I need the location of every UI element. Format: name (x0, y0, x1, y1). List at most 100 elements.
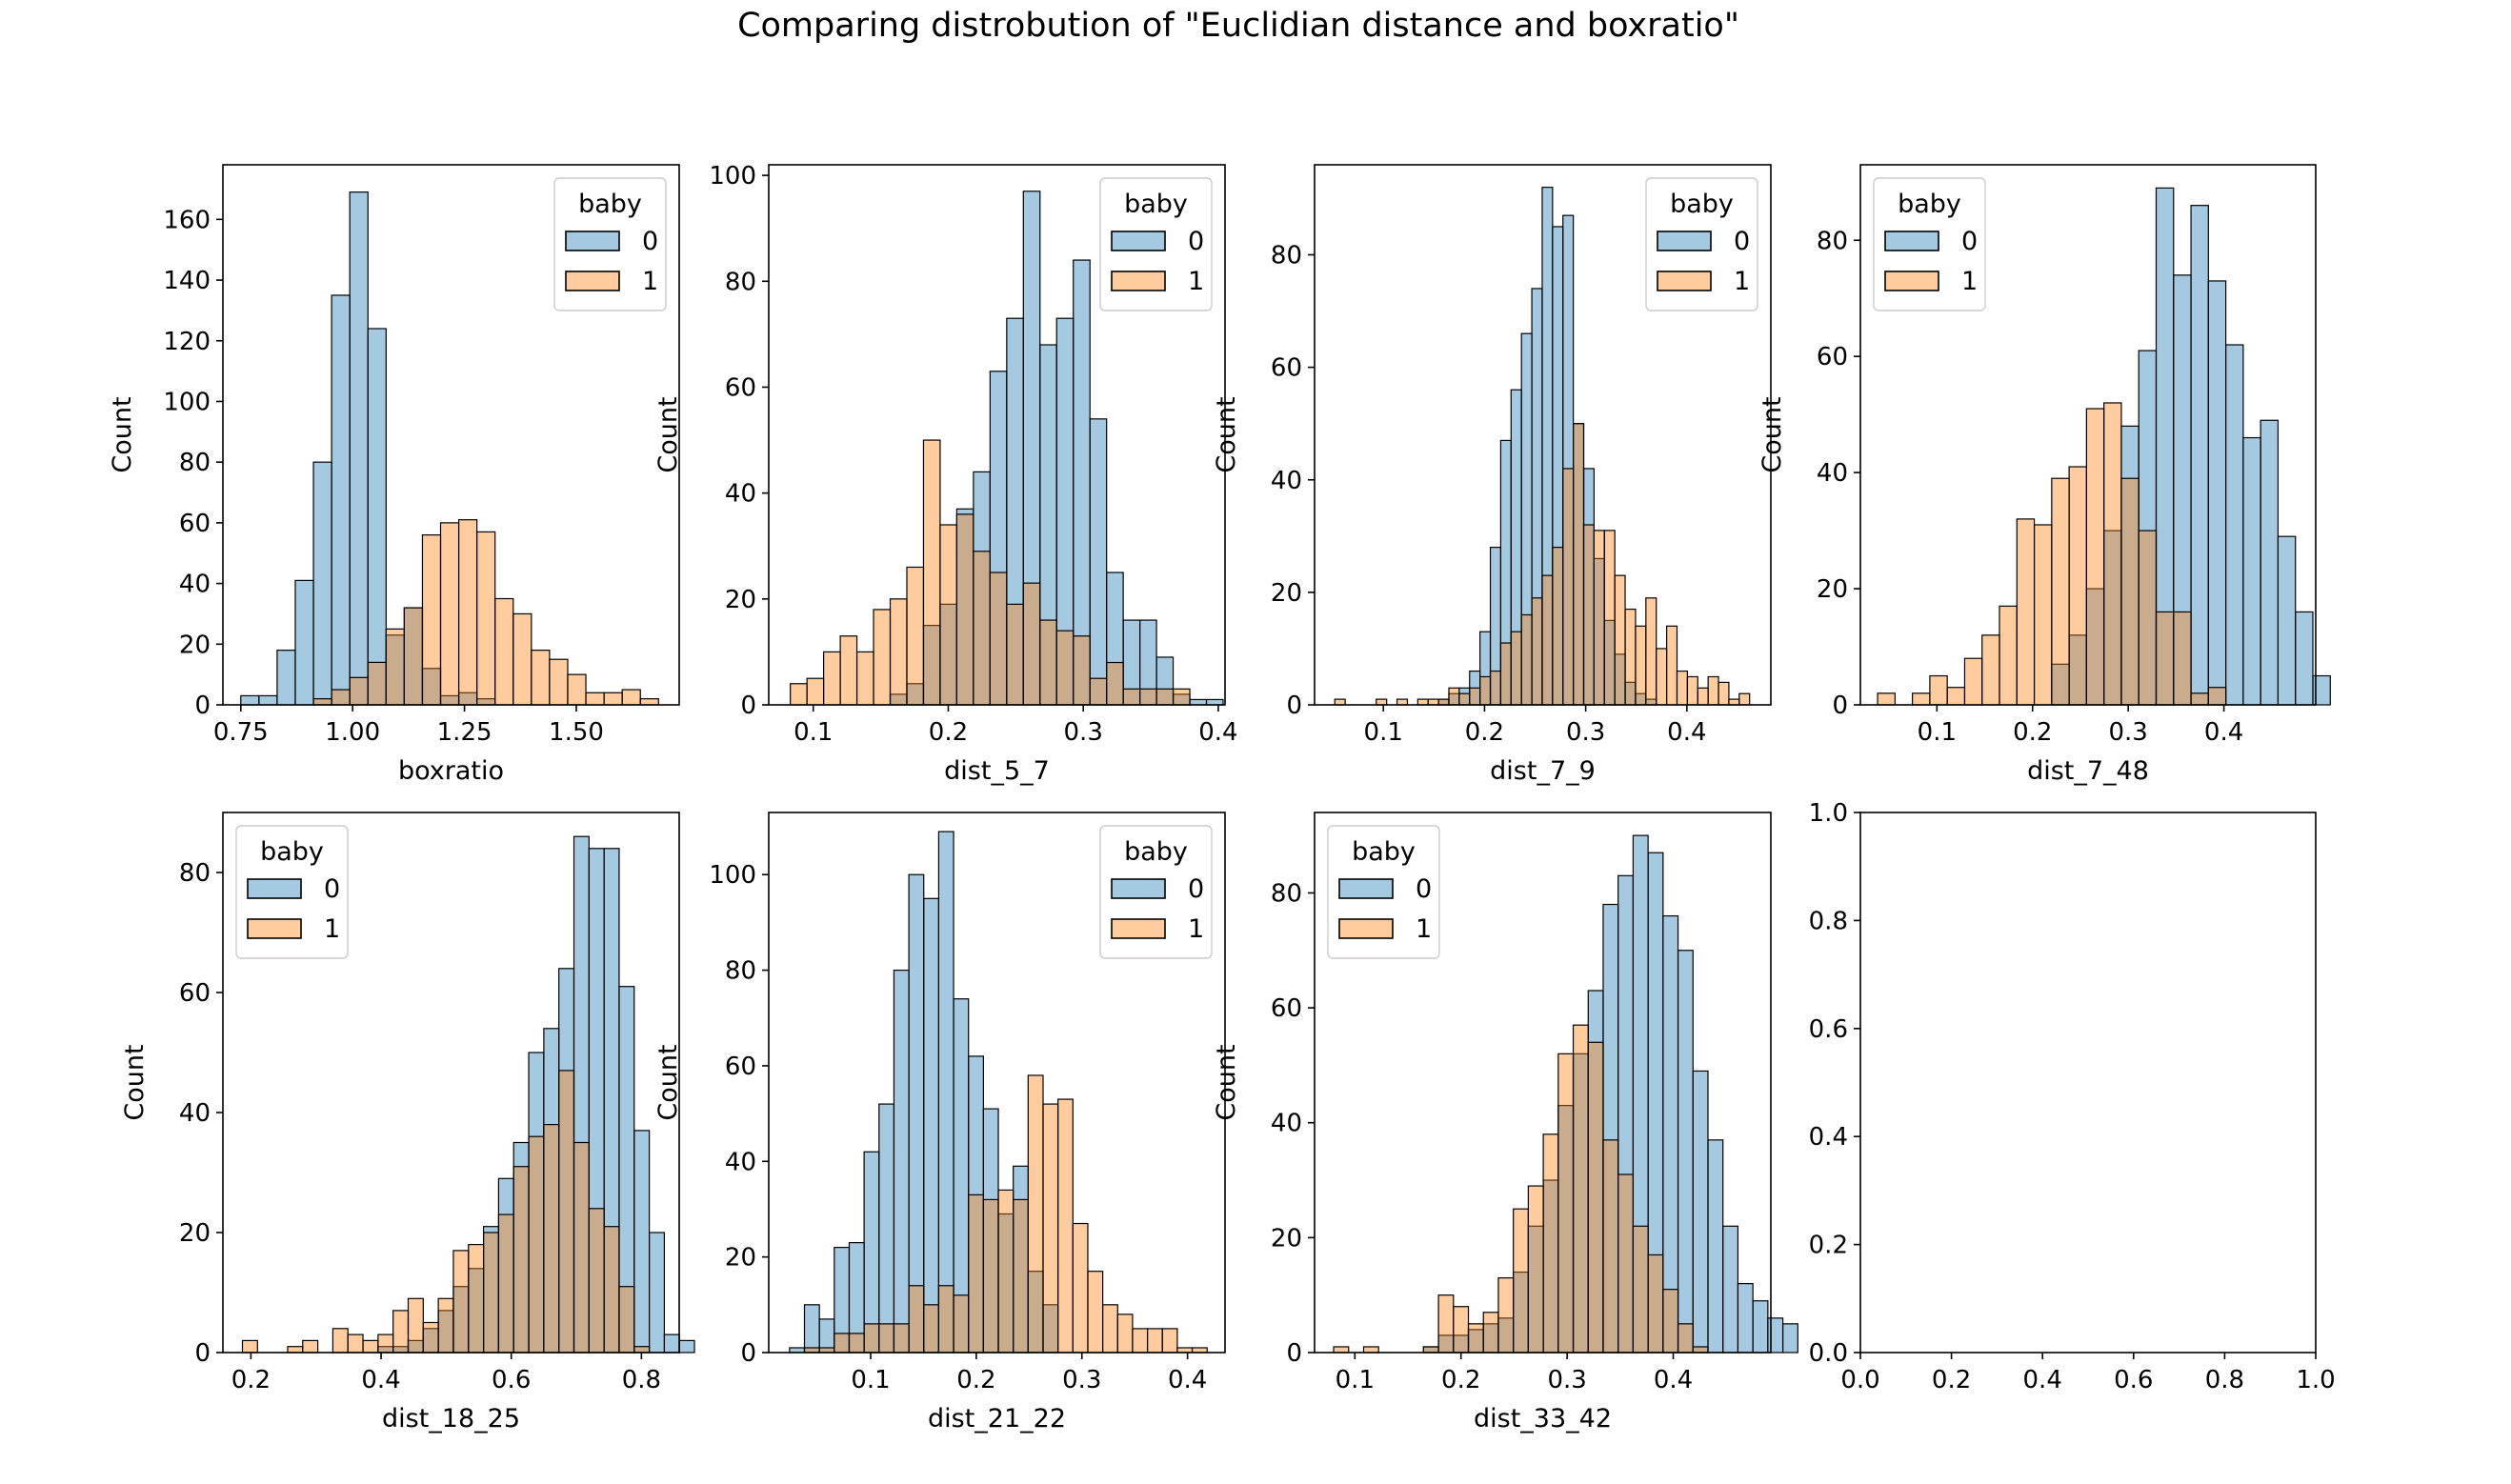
y-tick-label: 40 (179, 571, 211, 599)
histogram-bar-series-1 (457, 519, 478, 706)
legend-label-1: 1 (1188, 267, 1204, 296)
histogram-bar-series-0 (294, 579, 314, 706)
histogram-bar-series-1 (1963, 657, 1983, 706)
histogram-bar-series-1 (2051, 477, 2070, 706)
legend-swatch-1 (1884, 271, 1939, 291)
legend-swatch-0 (1884, 231, 1939, 251)
x-tick-label: 0.2 (231, 1366, 271, 1394)
subplot-grid: 0.75 1.00 1.25 1.50020406080100120140160box… (108, 162, 2336, 1434)
axes-frame (1859, 812, 2317, 1354)
y-tick-label: 0.2 (1809, 1232, 1848, 1260)
histogram-bar-series-1 (362, 1339, 379, 1354)
histogram-bar-series-1 (1666, 625, 1678, 706)
legend-label-0: 0 (642, 227, 658, 256)
x-tick-label: 0.1 (851, 1366, 890, 1394)
x-tick-label: 0.4 (2023, 1366, 2062, 1394)
histogram-bar-series-1 (585, 692, 605, 706)
histogram-bar-series-0 (276, 650, 296, 706)
histogram-bar-series-1 (2173, 611, 2192, 706)
legend-label-1: 1 (324, 914, 340, 944)
histogram-bar-series-1 (377, 1334, 394, 1354)
histogram-bar-series-0 (648, 1232, 666, 1354)
y-tick-label: 0.4 (1809, 1123, 1848, 1152)
subplot-2: 0.1 0.2 0.3 0.4 0 20 40 60 80 100 dist_5_7 Count bab… (653, 162, 1238, 786)
histogram-bar-series-1 (1333, 1346, 1350, 1354)
histogram-bar-series-1 (1647, 1253, 1664, 1354)
histogram-bar-series-0 (331, 294, 351, 706)
axes-frame (768, 812, 1226, 1354)
histogram-bar-series-1 (512, 1166, 530, 1354)
histogram-bar-series-1 (937, 1285, 954, 1354)
histogram-bar-series-1 (863, 1323, 880, 1354)
y-tick-label: 100 (163, 388, 211, 416)
histogram-bar-series-1 (1676, 670, 1688, 706)
legend-box (1099, 825, 1213, 959)
legend-swatch-1 (1111, 918, 1166, 939)
legend-title: baby (1352, 837, 1416, 867)
histogram-bar-series-1 (823, 651, 841, 706)
histogram-bar-series-1 (1116, 1314, 1134, 1354)
histogram-bar-series-0 (2242, 436, 2261, 706)
y-tick-label: 60 (1817, 343, 1848, 371)
y-tick-label: 0 (1286, 1339, 1302, 1368)
histogram-bar-series-1 (1877, 692, 1896, 706)
subplot-4: 0.1 0.2 0.3 0.4020406080dist_7_48Countbaby0… (1758, 164, 2331, 786)
x-tick-label: 0.1 (1364, 718, 1403, 747)
axes-frame (1314, 164, 1772, 706)
x-tick-label: 0.2 (956, 1366, 995, 1394)
histogram-bar-series-1 (1437, 698, 1450, 706)
histogram-bar-series-0 (803, 1304, 820, 1354)
y-tick-label: 60 (1271, 354, 1302, 383)
histogram-bar-series-1 (1557, 1053, 1575, 1354)
histogram-bar-series-1 (241, 1339, 258, 1354)
histogram-bar-series-1 (483, 1232, 500, 1354)
legend-title: baby (578, 190, 642, 219)
histogram-bar-series-1 (1541, 574, 1554, 706)
histogram-bar-series-1 (893, 1323, 910, 1354)
subplot-7: 0.1 0.2 0.3 0.4 0 20 40 60 80 dist_33_42 Count baby… (1212, 812, 1798, 1434)
histogram-bar-series-1 (1946, 687, 1966, 706)
x-tick-label: 0.2 (929, 718, 968, 747)
y-tick-label: 0 (194, 692, 211, 720)
y-tick-label: 40 (1817, 459, 1848, 488)
histogram-bar-series-0 (2295, 611, 2314, 706)
histogram-bar-series-1 (331, 1328, 349, 1354)
axes-frame (1314, 812, 1772, 1354)
histogram-bar-series-1 (422, 1321, 439, 1354)
histogram-bar-series-1 (1146, 1328, 1163, 1354)
histogram-bar-series-1 (1602, 1139, 1619, 1354)
y-axis-label: Count (1212, 396, 1241, 472)
x-tick-label: 1.0 (2296, 1366, 2335, 1394)
histogram-bar-series-1 (1453, 1306, 1470, 1354)
histogram-bar-series-1 (618, 1286, 635, 1354)
legend-swatch-1 (247, 918, 302, 939)
histogram-bar-series-0 (878, 1103, 895, 1354)
histogram-bar-series-1 (1728, 698, 1740, 706)
x-tick-label: 0.3 (1062, 1366, 1101, 1394)
legend-title: baby (1670, 190, 1734, 219)
histogram-bar-series-1 (1122, 688, 1141, 706)
histogram-bar-series-1 (512, 612, 532, 706)
y-tick-label: 40 (725, 1148, 756, 1176)
histogram-bar-series-1 (1697, 687, 1709, 706)
y-tick-label: 80 (1271, 242, 1302, 271)
y-tick-label: 20 (1271, 1224, 1302, 1253)
histogram-bar-series-1 (1531, 597, 1543, 706)
histogram-bar-series-0 (2225, 344, 2244, 706)
histogram-bar-series-0 (1692, 1070, 1709, 1354)
histogram-bar-series-1 (1027, 1074, 1044, 1354)
histogram-bar-series-1 (1396, 698, 1409, 706)
histogram-bar-series-1 (2138, 530, 2158, 706)
histogram-bar-series-1 (531, 650, 551, 706)
histogram-bar-series-0 (1662, 914, 1679, 1354)
histogram-bar-series-1 (621, 689, 641, 706)
histogram-bar-series-0 (1707, 1139, 1724, 1354)
histogram-bar-series-1 (1677, 1323, 1694, 1354)
histogram-bar-series-1 (2103, 402, 2122, 706)
x-axis-label: dist_7_48 (2027, 756, 2149, 786)
histogram-bar-series-0 (937, 831, 954, 1354)
